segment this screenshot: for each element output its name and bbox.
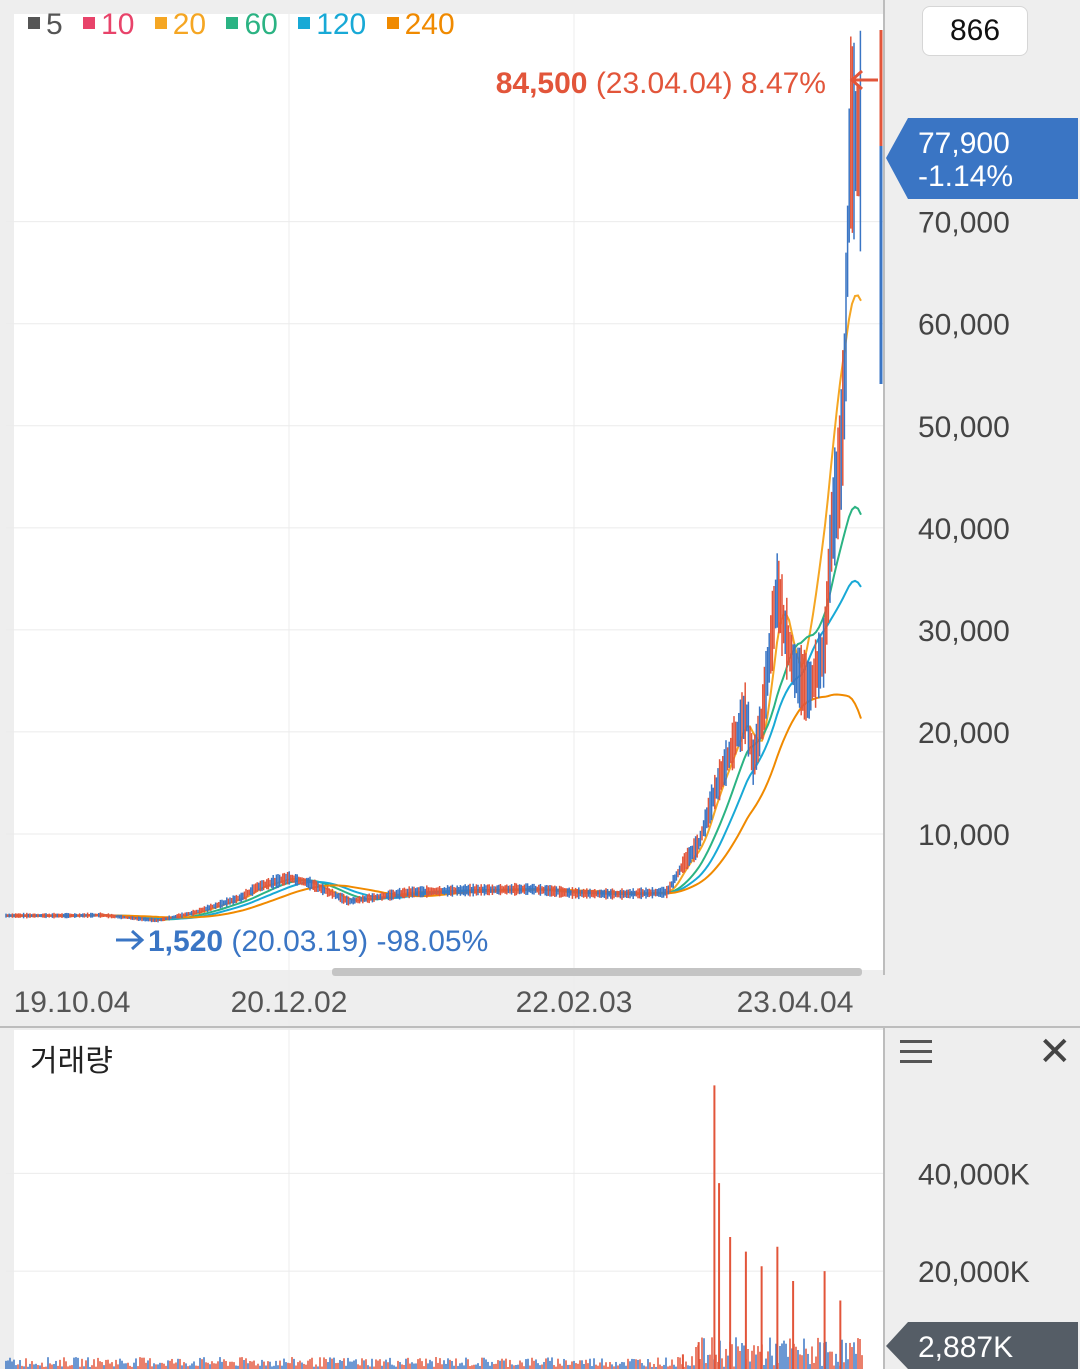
date-tick-label: 19.10.04 <box>14 986 131 1019</box>
price-tick-label: 20,000 <box>918 717 1010 750</box>
legend-ma-240[interactable]: 240 <box>386 8 455 42</box>
zoom-level-box[interactable]: 866 <box>922 6 1028 56</box>
horizontal-scrollbar[interactable] <box>332 968 862 976</box>
date-tick-label: 22.02.03 <box>516 986 633 1019</box>
legend-ma-60[interactable]: 60 <box>226 8 278 42</box>
menu-icon[interactable] <box>900 1040 932 1066</box>
legend-swatch <box>28 17 40 29</box>
low-arrow-icon <box>116 929 145 951</box>
price-tick-label: 50,000 <box>918 411 1010 444</box>
moving-average-line <box>6 505 862 921</box>
legend-swatch <box>298 17 311 29</box>
legend-ma-20[interactable]: 20 <box>154 8 206 42</box>
price-panel-bg <box>14 14 884 970</box>
volume-panel-bg <box>14 1030 884 1369</box>
price-tick-label: 10,000 <box>918 819 1010 852</box>
legend-swatch <box>226 17 239 29</box>
low-price-pct: -98.05% <box>377 925 489 958</box>
legend-ma-5[interactable]: 5 <box>28 8 63 42</box>
high-price-annotation: 84,500 (23.04.04) 8.47% <box>496 67 826 100</box>
legend-swatch <box>386 17 399 29</box>
volume-tick-label: 40,000K <box>918 1158 1030 1191</box>
current-volume-tag <box>886 1322 1078 1369</box>
high-arrow-icon <box>849 69 878 91</box>
volume-title: 거래량 <box>30 1045 113 1078</box>
low-price-value: 1,520 <box>148 925 223 958</box>
date-tick-label: 20.12.02 <box>231 986 348 1019</box>
current-price-change: -1.14% <box>918 160 1013 193</box>
close-icon[interactable]: ✕ <box>1038 1030 1072 1074</box>
legend-swatch <box>83 17 96 29</box>
low-price-date: (20.03.19) <box>223 925 376 958</box>
legend-ma-10[interactable]: 10 <box>83 8 134 42</box>
current-price-value: 77,900 <box>918 127 1010 160</box>
moving-average-legend: 5 10 20 60 120 240 <box>28 8 467 42</box>
price-tick-label: 40,000 <box>918 513 1010 546</box>
legend-ma-120[interactable]: 120 <box>298 8 366 42</box>
moving-average-line <box>6 294 862 921</box>
current-volume-value: 2,887K <box>918 1331 1013 1364</box>
price-tick-label: 60,000 <box>918 309 1010 342</box>
current-price-tag <box>886 118 1078 199</box>
low-price-annotation: 1,520 (20.03.19) -98.05% <box>148 925 488 958</box>
date-tick-label: 23.04.04 <box>737 986 854 1019</box>
volume-tick-label: 20,000K <box>918 1256 1030 1289</box>
high-price-date: (23.04.04) <box>587 67 740 100</box>
legend-swatch <box>154 17 167 29</box>
price-tick-label: 30,000 <box>918 615 1010 648</box>
high-price-pct: 8.47% <box>741 67 826 100</box>
high-price-value: 84,500 <box>496 67 588 100</box>
moving-average-line <box>6 693 862 919</box>
price-tick-label: 70,000 <box>918 207 1010 240</box>
